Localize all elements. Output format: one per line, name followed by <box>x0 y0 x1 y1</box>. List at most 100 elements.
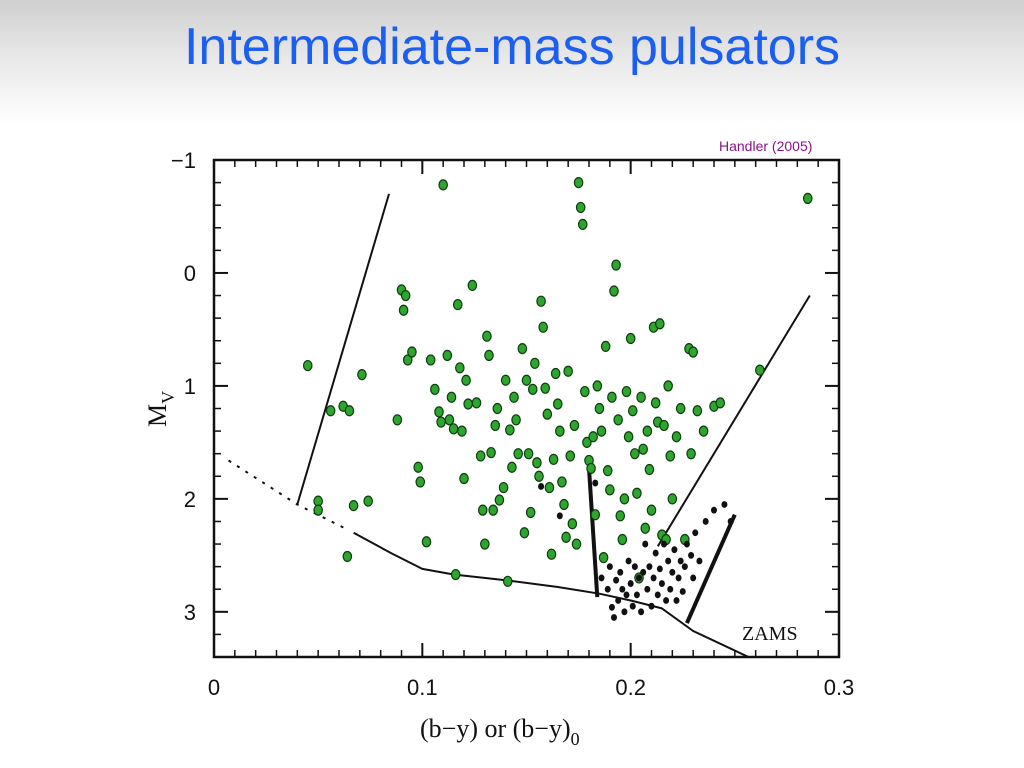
green-star-point <box>480 538 490 550</box>
black-star-point <box>665 557 672 565</box>
black-star-point <box>615 597 622 604</box>
black-star-point <box>679 588 686 595</box>
black-star-point <box>623 591 630 599</box>
green-star-point <box>507 461 517 473</box>
green-star-point <box>671 431 682 443</box>
black-star-point <box>654 591 661 599</box>
green-star-point <box>348 500 359 512</box>
y-tick-label: 1 <box>184 374 196 399</box>
green-star-point <box>544 481 555 494</box>
green-star-point <box>569 419 580 432</box>
green-star-point <box>582 436 592 448</box>
green-star-point <box>665 450 676 462</box>
green-star-point <box>607 391 617 403</box>
zams-label: ZAMS <box>742 623 798 645</box>
black-star-point <box>677 557 684 565</box>
green-star-point <box>755 364 765 376</box>
black-star-point <box>621 608 628 616</box>
green-star-point <box>642 425 653 437</box>
green-star-point <box>621 385 632 398</box>
y-tick-label: 2 <box>184 487 196 512</box>
green-star-point <box>342 550 353 563</box>
green-star-point <box>413 461 423 473</box>
green-star-point <box>540 382 551 394</box>
green-star-point <box>559 498 569 511</box>
gamma-dor-blue-edge-line <box>587 468 600 598</box>
green-star-point <box>444 414 455 426</box>
green-star-point <box>600 340 611 352</box>
green-star-point <box>494 494 505 506</box>
green-star-point <box>523 448 534 460</box>
black-star-point <box>608 603 615 611</box>
zams-line <box>353 531 751 657</box>
credit-citation: Handler (2005) <box>719 138 813 154</box>
black-star-point <box>702 518 709 525</box>
green-star-point <box>575 201 586 214</box>
black-star-point <box>652 549 659 557</box>
black-star-point <box>627 580 634 587</box>
green-star-point <box>538 321 548 333</box>
black-star-point <box>663 597 670 604</box>
green-star-point <box>344 405 355 417</box>
black-star-point <box>671 546 678 554</box>
black-star-point <box>640 568 647 576</box>
green-star-point <box>513 448 523 460</box>
black-star-point <box>625 557 632 565</box>
green-star-point <box>667 493 678 505</box>
green-star-point <box>802 192 813 205</box>
black-star-point <box>650 574 657 582</box>
green-star-point <box>363 495 373 507</box>
green-star-point <box>627 405 638 417</box>
black-star-point <box>538 483 545 490</box>
green-star-point <box>421 536 432 548</box>
green-star-point <box>573 176 584 189</box>
green-star-point <box>617 533 628 546</box>
black-star-point <box>721 501 728 508</box>
green-star-point <box>640 522 651 534</box>
green-star-point <box>623 431 634 443</box>
star-points <box>302 176 813 621</box>
black-star-point <box>711 506 717 514</box>
green-star-point <box>448 423 459 435</box>
green-star-point <box>592 380 603 392</box>
green-star-point <box>517 343 528 355</box>
green-star-point <box>561 531 571 543</box>
gamma-dor-red-edge-line <box>685 513 737 624</box>
green-star-point <box>638 443 648 455</box>
green-star-point <box>586 462 596 474</box>
green-star-point <box>425 354 436 366</box>
black-star-point <box>617 568 624 576</box>
green-star-point <box>500 374 511 386</box>
green-star-point <box>636 391 646 403</box>
green-star-point <box>532 457 542 469</box>
green-star-point <box>402 354 413 366</box>
green-star-point <box>475 450 486 462</box>
black-star-point <box>606 563 613 571</box>
green-star-point <box>602 465 613 477</box>
green-star-point <box>455 362 465 374</box>
green-star-point <box>698 425 709 437</box>
green-star-point <box>715 397 726 409</box>
black-star-point <box>675 574 682 582</box>
green-star-point <box>550 367 561 380</box>
green-star-point <box>463 398 473 410</box>
green-star-point <box>542 408 553 420</box>
green-star-point <box>511 414 521 426</box>
boundary-lines <box>228 193 811 657</box>
green-star-point <box>492 402 503 415</box>
x-tick-label: 0.3 <box>824 675 855 700</box>
green-star-point <box>392 414 403 426</box>
green-star-point <box>446 391 457 403</box>
green-star-point <box>471 397 482 409</box>
black-star-point <box>592 479 599 487</box>
green-star-point <box>527 383 538 395</box>
green-star-point <box>596 425 607 437</box>
black-star-point <box>613 576 620 584</box>
black-star-point <box>638 608 645 616</box>
plot-frame <box>212 158 841 659</box>
green-star-point <box>563 365 573 377</box>
green-star-point <box>625 332 636 345</box>
green-star-point <box>588 431 598 443</box>
green-star-point <box>565 450 576 462</box>
